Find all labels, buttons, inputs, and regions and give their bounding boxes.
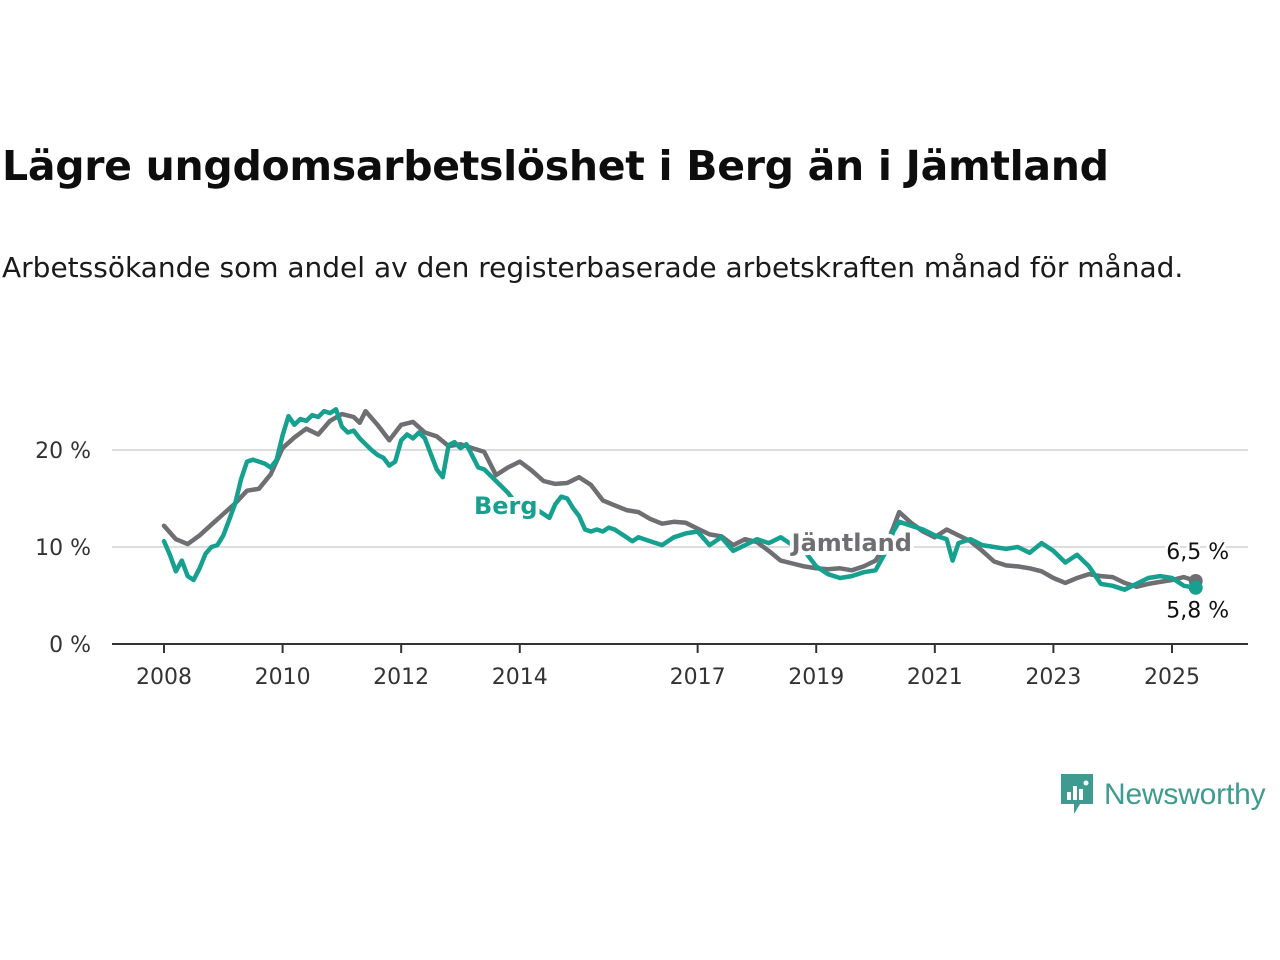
series-name-halo: Berg bbox=[474, 492, 538, 520]
series-name-label: Jämtland bbox=[790, 529, 912, 557]
chart-subtitle: Arbetssökande som andel av den registerb… bbox=[2, 251, 1184, 284]
x-tick-label: 2023 bbox=[1025, 665, 1081, 690]
y-tick-label: 0 % bbox=[49, 633, 91, 658]
series-line-jamtland bbox=[161, 408, 1198, 590]
series-lines bbox=[161, 407, 1203, 595]
brand-name: Newsworthy bbox=[1104, 778, 1266, 811]
x-tick-label: 2019 bbox=[788, 665, 844, 690]
series-name-label: Berg bbox=[474, 492, 538, 520]
series-end-point bbox=[1188, 580, 1203, 595]
y-tick-label: 10 % bbox=[35, 536, 91, 561]
y-tick-label: 20 % bbox=[35, 439, 91, 464]
newsworthy-logo: Newsworthy bbox=[1058, 772, 1266, 818]
end-value-halo: 6,5 % bbox=[1166, 540, 1229, 565]
chart-title: Lägre ungdomsarbetslöshet i Berg än i Jä… bbox=[2, 142, 1109, 190]
x-tick-label: 2008 bbox=[136, 665, 192, 690]
x-tick-label: 2010 bbox=[255, 665, 311, 690]
series-name-halo: Jämtland bbox=[790, 529, 912, 557]
x-tick-label: 2012 bbox=[373, 665, 429, 690]
x-tick-label: 2021 bbox=[907, 665, 963, 690]
x-axis: 2008 2010 2012 2014 2017 2019 2021 2023 2025 bbox=[112, 643, 1248, 690]
series-line-berg bbox=[161, 407, 1198, 592]
x-tick-label: 2025 bbox=[1144, 665, 1200, 690]
end-value-label: 6,5 % bbox=[1166, 540, 1229, 565]
y-axis-ticks: 0 % 10 % 20 % bbox=[35, 439, 91, 658]
newsworthy-logo-icon bbox=[1061, 774, 1093, 814]
x-tick-label: 2017 bbox=[670, 665, 726, 690]
gridlines bbox=[112, 449, 1248, 548]
end-value-halo: 5,8 % bbox=[1166, 599, 1229, 624]
end-value-label: 5,8 % bbox=[1166, 599, 1229, 624]
x-tick-label: 2014 bbox=[492, 665, 548, 690]
